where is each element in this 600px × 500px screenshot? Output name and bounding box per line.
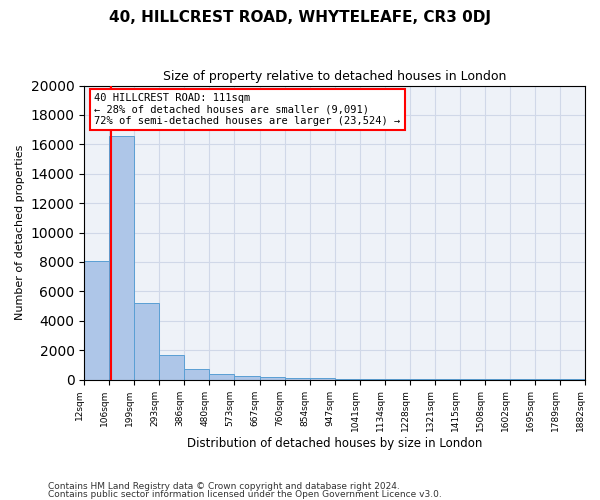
- Bar: [184, 370, 209, 380]
- Title: Size of property relative to detached houses in London: Size of property relative to detached ho…: [163, 70, 506, 83]
- Text: 40, HILLCREST ROAD, WHYTELEAFE, CR3 0DJ: 40, HILLCREST ROAD, WHYTELEAFE, CR3 0DJ: [109, 10, 491, 25]
- Bar: [134, 303, 160, 380]
- Text: Contains public sector information licensed under the Open Government Licence v3: Contains public sector information licen…: [48, 490, 442, 499]
- Bar: [385, 379, 410, 380]
- Y-axis label: Number of detached properties: Number of detached properties: [15, 145, 25, 320]
- Bar: [235, 376, 260, 380]
- Bar: [160, 354, 184, 380]
- Bar: [109, 136, 134, 380]
- Bar: [359, 379, 385, 380]
- Bar: [260, 378, 284, 380]
- Bar: [84, 261, 109, 380]
- Bar: [335, 378, 359, 380]
- X-axis label: Distribution of detached houses by size in London: Distribution of detached houses by size …: [187, 437, 482, 450]
- Bar: [209, 374, 235, 380]
- Text: 40 HILLCREST ROAD: 111sqm
← 28% of detached houses are smaller (9,091)
72% of se: 40 HILLCREST ROAD: 111sqm ← 28% of detac…: [94, 93, 401, 126]
- Text: Contains HM Land Registry data © Crown copyright and database right 2024.: Contains HM Land Registry data © Crown c…: [48, 482, 400, 491]
- Bar: [310, 378, 335, 380]
- Bar: [284, 378, 310, 380]
